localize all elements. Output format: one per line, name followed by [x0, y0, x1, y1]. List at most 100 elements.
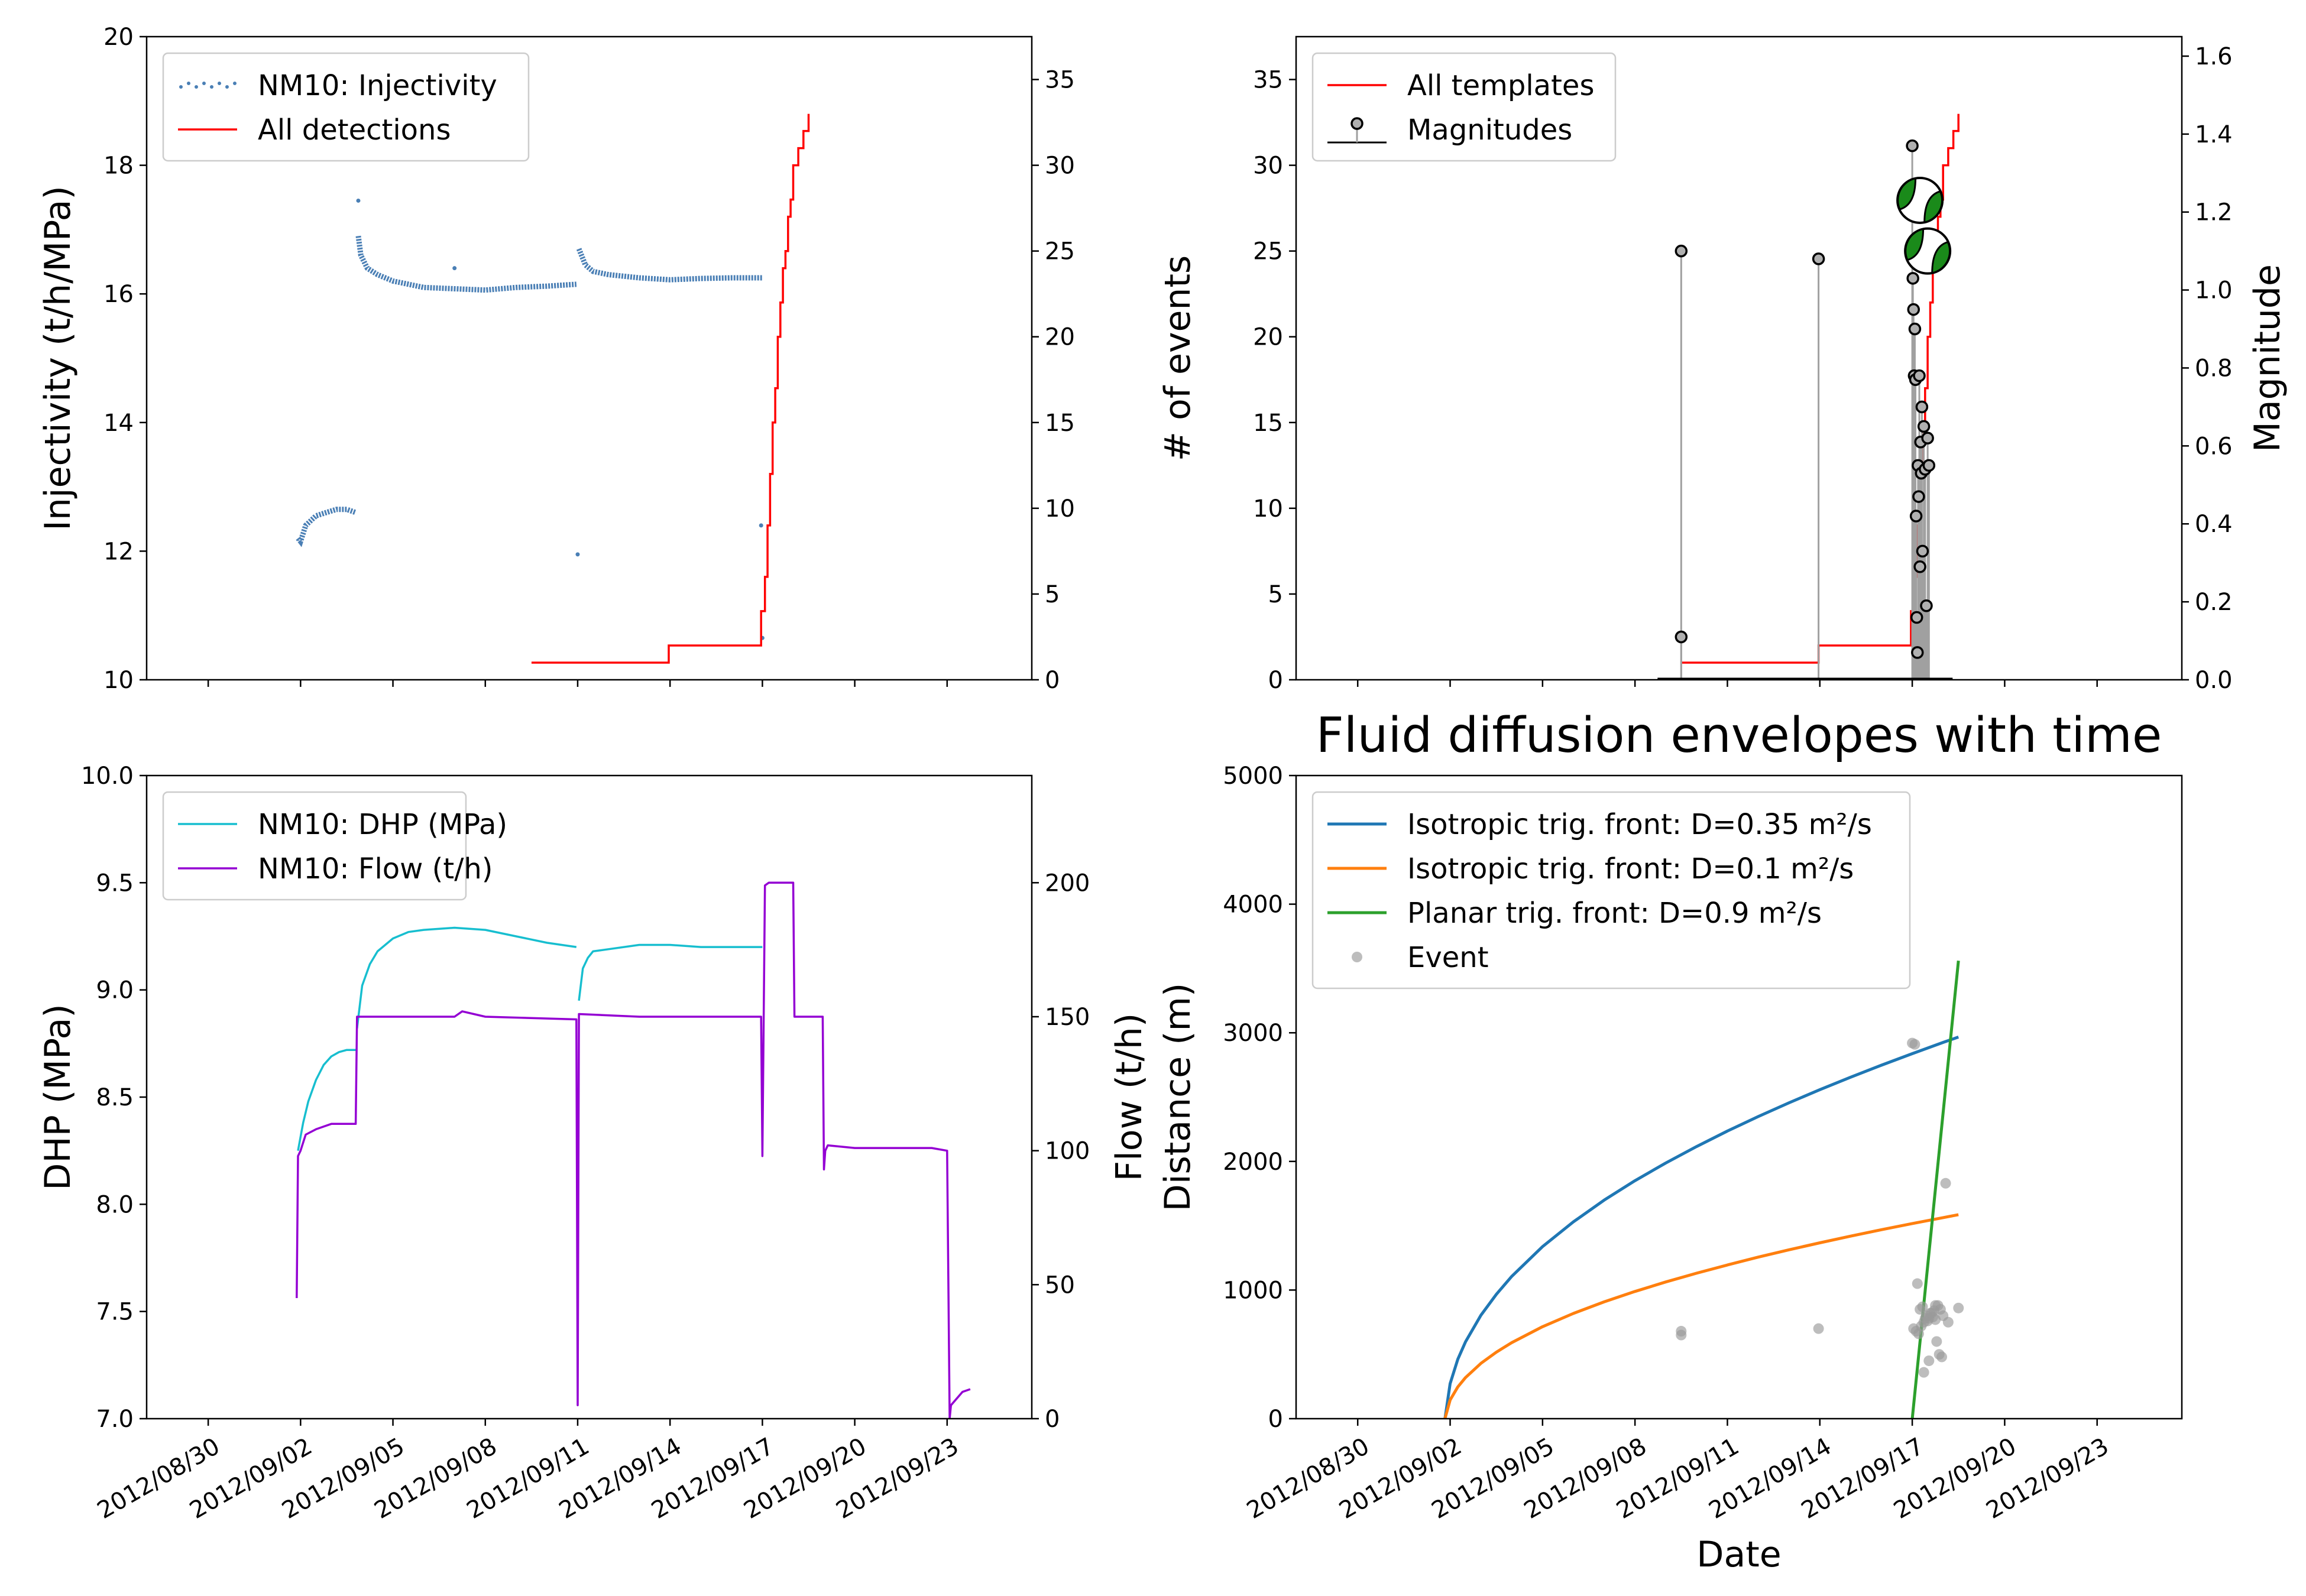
beachball-quadrant — [1897, 177, 1917, 210]
y-tick-label: 8.5 — [96, 1084, 134, 1111]
legend-box — [162, 791, 467, 901]
y-tick-label: 16 — [103, 281, 134, 308]
series-nm10-injectivity-point — [452, 266, 457, 271]
legend-label: All detections — [258, 113, 451, 147]
event-point — [1918, 1367, 1929, 1378]
y-tick-label: 10.0 — [81, 763, 134, 790]
legend-swatch-dot — [1352, 952, 1362, 962]
axes-frame — [145, 774, 1033, 1420]
series-nm10-injectivity-point — [759, 523, 763, 528]
legend: NM10: Injectivity All detections — [162, 52, 530, 162]
legend-label: NM10: DHP (MPa) — [258, 808, 507, 841]
magnitude-point — [1920, 599, 1933, 612]
y2-tick-label: 0.6 — [2195, 433, 2233, 460]
legend-label: Isotropic trig. front: D=0.1 m²/s — [1407, 852, 1854, 885]
series-isotropic-trig-front-d-0-35-m-s-line — [1443, 1036, 1960, 1419]
axes-frame — [145, 35, 1033, 681]
y2-tick-label: 0.4 — [2195, 511, 2233, 538]
event-point — [1953, 1302, 1964, 1313]
legend-label: NM10: Injectivity — [258, 69, 497, 102]
y-tick-label: 7.0 — [96, 1406, 134, 1433]
axes-frame — [1295, 774, 2183, 1420]
y2-tick-label: 20 — [1045, 324, 1075, 351]
y2-tick-label: 200 — [1045, 870, 1090, 897]
y-tick-label: 25 — [1253, 238, 1283, 265]
y2-tick-label: 100 — [1045, 1138, 1090, 1165]
magnitude-point — [1909, 510, 1923, 523]
plot-data — [296, 881, 971, 1419]
y-tick-label: 8.0 — [96, 1191, 134, 1218]
legend: Isotropic trig. front: D=0.35 m²/s Isotro… — [1311, 791, 1911, 990]
event-point — [1909, 1039, 1920, 1050]
y-axis-label: DHP (MPa) — [37, 1004, 79, 1190]
y-tick-label: 10 — [1253, 495, 1283, 523]
y2-tick-label: 1.2 — [2195, 199, 2233, 226]
event-point — [1676, 1326, 1687, 1337]
magnitude-point — [1812, 252, 1825, 265]
y-tick-label: 35 — [1253, 67, 1283, 94]
series-isotropic-trig-front-d-0-1-m-s-line — [1443, 1213, 1959, 1419]
y2-axis-label: Flow (t/h) — [1109, 1013, 1150, 1182]
legend-label: NM10: Flow (t/h) — [258, 852, 493, 885]
y-tick-label: 3000 — [1223, 1020, 1283, 1047]
event-point — [1930, 1300, 1941, 1311]
magnitude-point — [1922, 459, 1936, 472]
series-nm10-injectivity-point — [575, 552, 580, 557]
panel-injectivity: 10 12 14 16 18 20 0 5 10 15 20 25 30 35 Injectivity (t… — [37, 24, 1075, 694]
series-nm10-dhp-mpa--segment — [356, 926, 577, 1029]
series-nm10-injectivity-segment — [355, 235, 577, 293]
y-tick-label: 18 — [103, 153, 134, 180]
beachball-quadrant — [1931, 241, 1951, 274]
event-point — [1923, 1355, 1935, 1367]
series-planar-trig-front-d-0-9-m-s-line — [1910, 961, 1960, 1419]
y-tick-label: 0 — [1268, 1406, 1283, 1433]
y-tick-label: 15 — [1253, 410, 1283, 437]
y2-tick-label: 1.6 — [2195, 43, 2233, 70]
event-point — [1936, 1351, 1948, 1363]
legend-label: Magnitudes — [1407, 113, 1572, 147]
legend-swatch-dot — [225, 85, 229, 89]
legend-box — [1311, 791, 1911, 990]
y-tick-label: 20 — [103, 24, 134, 51]
event-point — [1917, 1301, 1928, 1312]
legend-label: Isotropic trig. front: D=0.35 m²/s — [1407, 808, 1872, 841]
series-all-detections-line — [531, 113, 810, 664]
legend-box — [1311, 52, 1617, 162]
focal-mechanism-beachball — [1904, 227, 1952, 275]
magnitude-point — [1916, 544, 1929, 558]
event-point — [1940, 1177, 1951, 1189]
series-nm10-injectivity-segment — [296, 507, 357, 547]
legend-swatch-dot — [210, 85, 213, 89]
y-tick-label: 10 — [103, 667, 134, 694]
y-tick-label: 2000 — [1223, 1149, 1283, 1176]
y-tick-label: 20 — [1253, 324, 1283, 351]
legend: All templates Magnitudes — [1311, 52, 1617, 162]
panel-events: 0 5 10 15 20 25 30 35 0.0 0.2 0.4 0.6 0.8 1.0 1.2 1.4 1.… — [1157, 35, 2288, 694]
magnitude-point — [1913, 560, 1926, 573]
magnitude-point — [1915, 400, 1929, 414]
magnitude-point — [1921, 432, 1934, 445]
y-tick-label: 4000 — [1223, 891, 1283, 919]
plot-data — [1657, 113, 1960, 680]
legend-swatch-dot — [233, 82, 237, 85]
y2-tick-label: 1.4 — [2195, 121, 2233, 148]
chart-title: Fluid diffusion envelopes with time — [1316, 708, 2162, 764]
series-nm10-injectivity-point — [356, 198, 361, 203]
y2-tick-label: 0 — [1045, 667, 1060, 694]
y2-tick-label: 150 — [1045, 1004, 1090, 1031]
magnitude-point — [1910, 611, 1923, 624]
y2-tick-label: 50 — [1045, 1271, 1075, 1299]
y2-tick-label: 25 — [1045, 238, 1075, 265]
event-point — [1813, 1323, 1824, 1334]
y2-tick-label: 0.8 — [2195, 355, 2233, 382]
magnitude-point — [1906, 139, 1919, 153]
series-nm10-flow-t-h--line — [296, 881, 971, 1419]
legend-label: Planar trig. front: D=0.9 m²/s — [1407, 897, 1822, 930]
y2-tick-label: 35 — [1045, 67, 1075, 94]
y2-tick-label: 0 — [1045, 1406, 1060, 1433]
event-point — [1931, 1336, 1942, 1347]
magnitude-point — [1911, 646, 1924, 659]
y2-tick-label: 5 — [1045, 581, 1060, 608]
panel-pressure-flow: 2012/08/302012/09/022012/09/052012/09/08… — [37, 763, 1150, 1524]
